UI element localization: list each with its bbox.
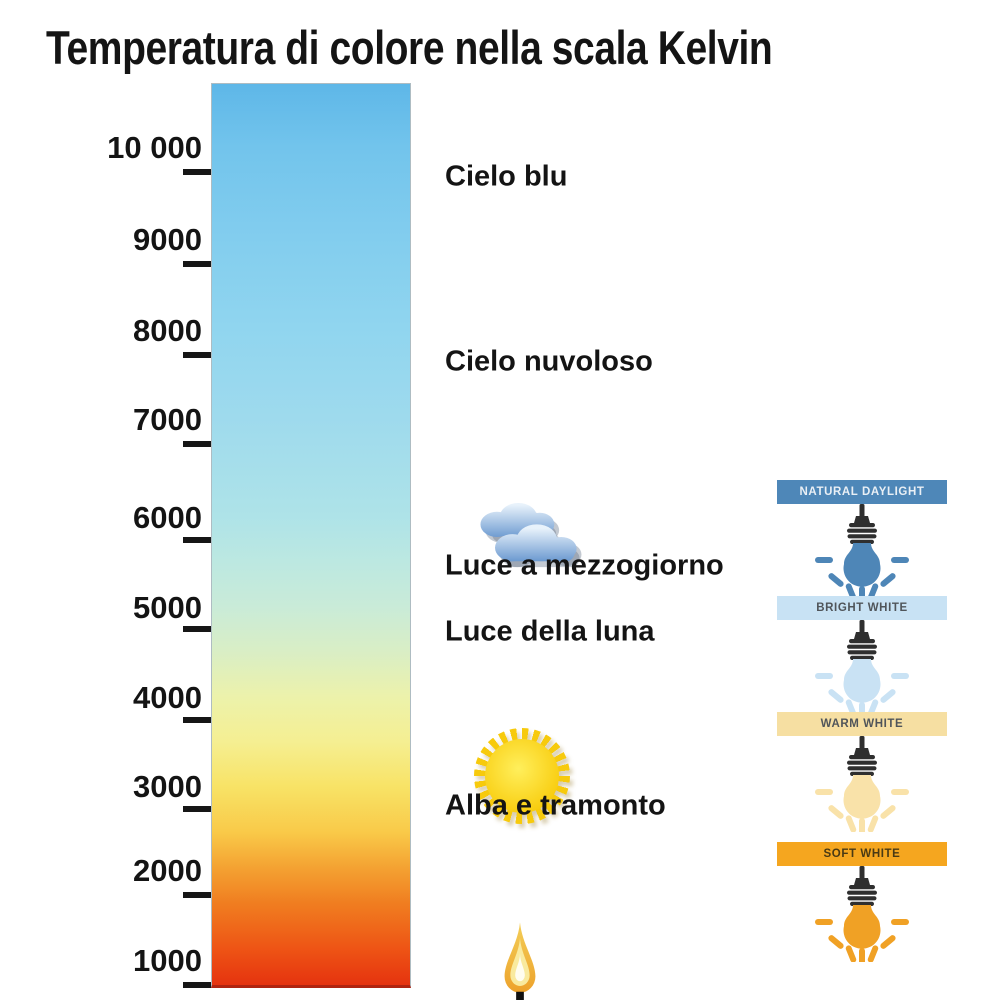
tick-label-2000: 2000 (133, 853, 202, 888)
tick-mark (183, 892, 211, 898)
page-title: Temperatura di colore nella scala Kelvin (46, 21, 773, 74)
bulb-card-warm-white: WARM WHITE (777, 712, 947, 832)
tick-label-5000: 5000 (133, 590, 202, 625)
bulb-card-natural-daylight: NATURAL DAYLIGHT (777, 480, 947, 600)
tick-mark (183, 806, 211, 812)
tick-label-3000: 3000 (133, 769, 202, 804)
bulb-icon (815, 620, 909, 716)
tick-mark (183, 626, 211, 632)
candle-icon (502, 922, 536, 1000)
sun-icon (474, 728, 570, 824)
bulb-icon (815, 866, 909, 962)
kelvin-gradient-bar (211, 83, 582, 1000)
bulb-card-bright-white: BRIGHT WHITE (777, 596, 947, 716)
tick-label-4000: 4000 (133, 680, 202, 715)
clouds-icon (480, 503, 582, 568)
tick-mark (183, 441, 211, 447)
sun-core (485, 739, 559, 813)
annotation-luce-a-mezzogiorno: Luce a mezzogiorno (445, 549, 724, 582)
bulb-icon (815, 736, 909, 832)
bulb-banner: SOFT WHITE (777, 842, 947, 866)
moon-icon (541, 653, 563, 675)
annotation-luce-della-luna: Luce della luna (445, 615, 655, 648)
tick-mark (183, 169, 211, 175)
bulb-banner: NATURAL DAYLIGHT (777, 480, 947, 504)
tick-mark (183, 717, 211, 723)
annotation-cielo-nuvoloso: Cielo nuvoloso (445, 345, 653, 378)
tick-label-8000: 8000 (133, 313, 202, 348)
annotation-cielo-blu: Cielo blu (445, 160, 568, 193)
annotation-alba-e-tramonto: Alba e tramonto (445, 789, 666, 822)
tick-mark (183, 537, 211, 543)
bulb-icon (815, 504, 909, 600)
tick-label-1000: 1000 (133, 943, 202, 978)
tick-label-6000: 6000 (133, 500, 202, 535)
tick-mark (183, 352, 211, 358)
bulb-banner: BRIGHT WHITE (777, 596, 947, 620)
tick-mark (183, 982, 211, 988)
tick-label-10000: 10 000 (107, 130, 202, 165)
tick-label-7000: 7000 (133, 402, 202, 437)
tick-mark (183, 261, 211, 267)
bulb-banner: WARM WHITE (777, 712, 947, 736)
bulb-card-soft-white: SOFT WHITE (777, 842, 947, 962)
tick-label-9000: 9000 (133, 222, 202, 257)
